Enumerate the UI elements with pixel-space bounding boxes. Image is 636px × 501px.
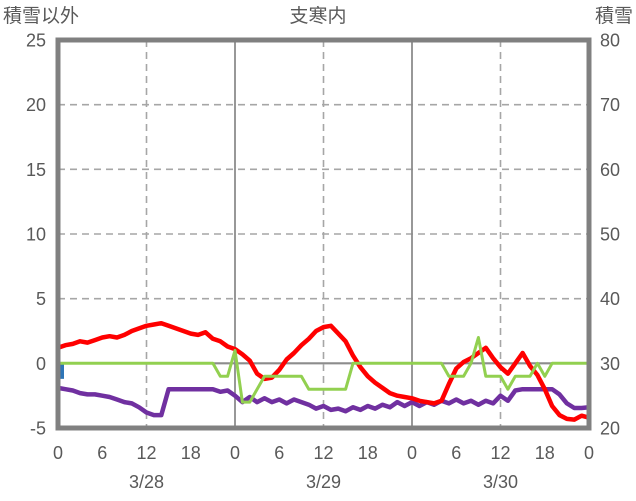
right-axis-tick-label: 60: [600, 160, 620, 180]
date-label: 3/29: [306, 472, 341, 492]
left-axis-tick-label: 10: [26, 225, 46, 245]
left-axis-tick-label: 25: [26, 31, 46, 51]
left-axis-tick-label: 0: [36, 354, 46, 374]
hour-tick-label: 18: [181, 443, 201, 463]
right-axis-tick-label: 50: [600, 225, 620, 245]
left-axis-tick-label: 15: [26, 160, 46, 180]
right-axis-tick-label: 70: [600, 95, 620, 115]
red-line: [55, 320, 592, 422]
hour-tick-label: 12: [136, 443, 156, 463]
left-axis-tick-label: -5: [30, 419, 46, 439]
hour-tick-label: 0: [407, 443, 417, 463]
hour-tick-label: 0: [53, 443, 63, 463]
hour-tick-label: 18: [535, 443, 555, 463]
hour-tick-label: 6: [451, 443, 461, 463]
right-axis-tick-label: 40: [600, 289, 620, 309]
blue-bar: [59, 363, 64, 379]
station-title: 支寒内: [289, 6, 347, 27]
hour-tick-label: 6: [274, 443, 284, 463]
hour-tick-label: 0: [230, 443, 240, 463]
hour-tick-label: 0: [584, 443, 594, 463]
left-axis-tick-label: 5: [36, 289, 46, 309]
right-axis-tick-label: 30: [600, 354, 620, 374]
right-axis-tick-label: 80: [600, 31, 620, 51]
date-label: 3/28: [129, 472, 164, 492]
left-axis-tick-label: 20: [26, 95, 46, 115]
green-snow-depth-line: [56, 336, 591, 404]
date-label: 3/30: [483, 472, 518, 492]
right-axis-title: 積雪: [594, 6, 633, 27]
purple-line: [55, 385, 592, 418]
hour-tick-label: 12: [490, 443, 510, 463]
plot-border: [55, 37, 592, 431]
hour-tick-label: 12: [313, 443, 333, 463]
hour-tick-label: 6: [97, 443, 107, 463]
right-axis-tick-label: 20: [600, 419, 620, 439]
left-axis-title: 積雪以外: [3, 6, 80, 27]
hour-tick-label: 18: [358, 443, 378, 463]
